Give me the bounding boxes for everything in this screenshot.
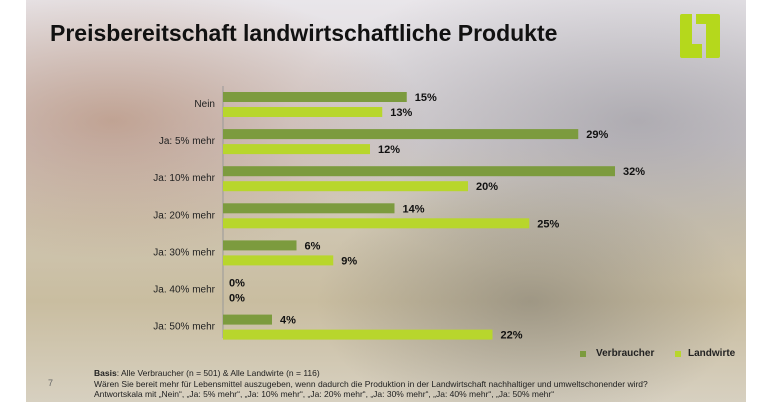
data-label: 14%: [403, 203, 425, 215]
data-label: 0%: [229, 293, 245, 305]
data-label: 6%: [305, 240, 321, 252]
data-label: 13%: [390, 107, 412, 119]
bar-verbraucher: [223, 203, 395, 214]
question-text: Wären Sie bereit mehr für Lebensmittel a…: [94, 378, 648, 389]
logo-icon: [680, 14, 720, 58]
legend-swatch-landwirte: [675, 351, 681, 357]
data-label: 9%: [341, 255, 357, 267]
bar-verbraucher: [223, 314, 272, 325]
legend-swatch-verbraucher: [580, 351, 586, 357]
category-label: Nein: [194, 99, 215, 110]
scale-text: Antwortskala mit „Nein“, „Ja: 5% mehr“, …: [94, 389, 555, 399]
legend-landwirte: Landwirte: [688, 348, 736, 359]
data-label: 32%: [623, 166, 645, 178]
basis-text: : Alle Verbraucher (n = 501) & Alle Land…: [116, 368, 320, 378]
data-label: 20%: [476, 181, 498, 193]
bar-verbraucher: [223, 92, 407, 102]
data-label: 0%: [229, 278, 245, 290]
category-label: Ja: 50% mehr: [153, 322, 215, 333]
bar-verbraucher: [223, 129, 579, 140]
bar-landwirte: [223, 107, 383, 117]
data-label: 4%: [280, 315, 296, 327]
data-label: 22%: [501, 330, 523, 342]
category-label: Ja: 10% mehr: [153, 173, 215, 184]
page-number: 7: [48, 378, 54, 388]
legend-verbraucher: Verbraucher: [596, 348, 655, 359]
bar-verbraucher: [223, 166, 615, 177]
bar-landwirte: [223, 144, 370, 155]
data-label: 15%: [415, 92, 437, 104]
data-label: 25%: [537, 218, 559, 230]
bar-landwirte: [223, 329, 493, 340]
bar-landwirte: [223, 255, 334, 266]
data-label: 12%: [378, 144, 400, 156]
chart-title: Preisbereitschaft landwirtschaftliche Pr…: [50, 20, 558, 46]
category-label: Ja. 40% mehr: [153, 285, 215, 296]
category-label: Ja: 20% mehr: [153, 210, 215, 221]
data-label: 29%: [586, 129, 608, 141]
bar-landwirte: [223, 181, 468, 192]
bar-verbraucher: [223, 240, 297, 251]
category-label: Ja: 30% mehr: [153, 247, 215, 258]
footer-notes: Basis: Alle Verbraucher (n = 501) & Alle…: [94, 368, 648, 400]
basis-label: Basis: [94, 368, 117, 378]
category-label: Ja: 5% mehr: [159, 136, 216, 147]
bar-landwirte: [223, 218, 530, 229]
